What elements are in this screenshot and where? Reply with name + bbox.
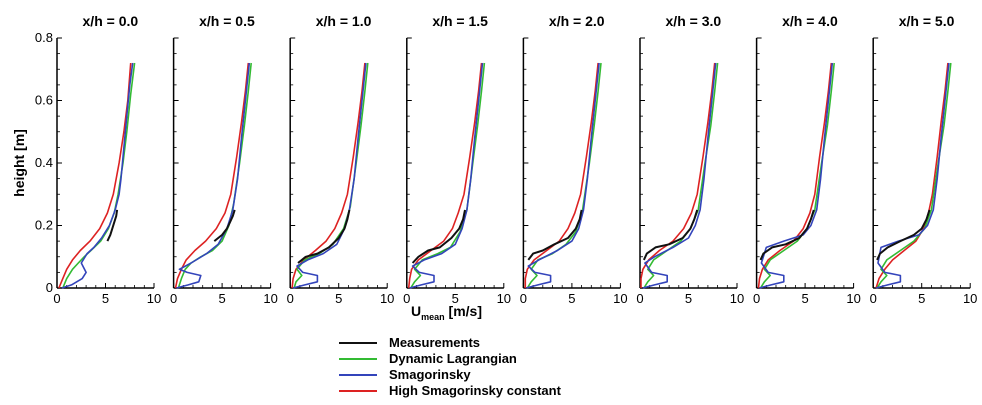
panel-1: x/h = 0.5 0 5 10 bbox=[170, 13, 278, 306]
series-line-measurements bbox=[411, 209, 466, 264]
panel-title: x/h = 4.0 bbox=[782, 13, 838, 29]
x-tick-label: 5 bbox=[102, 291, 109, 306]
series-line-high-smagorinsky-constant bbox=[407, 62, 483, 289]
x-axis-label-group: Umean [m/s] bbox=[411, 303, 482, 322]
x-tick-label: 5 bbox=[801, 291, 808, 306]
y-tick-label: 0.6 bbox=[35, 93, 53, 108]
series-line-measurements bbox=[106, 209, 119, 242]
y-axis-label: height [m] bbox=[11, 129, 27, 197]
series-line-dynamic-lagrangian bbox=[293, 62, 369, 289]
legend-item: Smagorinsky bbox=[339, 367, 471, 382]
series-line-smagorinsky bbox=[409, 62, 484, 289]
series-line-smagorinsky bbox=[61, 62, 134, 289]
series-line-measurements bbox=[213, 209, 236, 242]
series-line-measurements bbox=[527, 209, 583, 261]
series-line-dynamic-lagrangian bbox=[876, 62, 952, 289]
x-axis-label-unit: [m/s] bbox=[445, 303, 482, 319]
x-tick-label: 10 bbox=[963, 291, 977, 306]
y-tick-label: 0.4 bbox=[35, 155, 53, 170]
x-tick-label: 10 bbox=[497, 291, 511, 306]
series-line-dynamic-lagrangian bbox=[526, 62, 602, 289]
panel-title: x/h = 5.0 bbox=[899, 13, 955, 29]
series-line-high-smagorinsky-constant bbox=[524, 62, 599, 288]
x-tick-label: 5 bbox=[685, 291, 692, 306]
x-tick-label: 10 bbox=[846, 291, 860, 306]
series-line-smagorinsky bbox=[526, 62, 600, 289]
panel-7: x/h = 5.0 0 5 10 bbox=[870, 13, 978, 306]
x-tick-label: 5 bbox=[452, 291, 459, 306]
legend-label: High Smagorinsky constant bbox=[389, 383, 562, 398]
x-tick-label: 0 bbox=[287, 291, 294, 306]
y-tick-label: 0 bbox=[46, 280, 53, 295]
x-tick-label: 0 bbox=[870, 291, 877, 306]
series-line-smagorinsky bbox=[642, 62, 717, 289]
legend-item: Measurements bbox=[339, 335, 480, 350]
series-line-smagorinsky bbox=[875, 62, 950, 289]
panel-2: x/h = 1.0 0 5 10 bbox=[287, 13, 395, 306]
panel-title: x/h = 0.0 bbox=[83, 13, 139, 29]
x-axis-label-main: U bbox=[411, 303, 421, 319]
x-tick-label: 5 bbox=[918, 291, 925, 306]
x-tick-label: 10 bbox=[147, 291, 161, 306]
panel-title: x/h = 1.0 bbox=[316, 13, 372, 29]
series-line-measurements bbox=[759, 209, 815, 261]
series-line-high-smagorinsky-constant bbox=[291, 62, 366, 289]
series-line-dynamic-lagrangian bbox=[177, 62, 252, 289]
y-axis-label-group: height [m] bbox=[11, 129, 27, 197]
x-tick-label: 10 bbox=[730, 291, 744, 306]
x-tick-label: 0 bbox=[403, 291, 410, 306]
panel-6: x/h = 4.0 0 5 10 bbox=[753, 13, 861, 306]
legend-label: Smagorinsky bbox=[389, 367, 471, 382]
series-line-dynamic-lagrangian bbox=[62, 62, 136, 289]
x-tick-label: 0 bbox=[636, 291, 643, 306]
x-tick-label: 0 bbox=[53, 291, 60, 306]
series-line-dynamic-lagrangian bbox=[643, 62, 719, 289]
panel-title: x/h = 2.0 bbox=[549, 13, 605, 29]
series-line-smagorinsky bbox=[176, 62, 251, 289]
x-tick-label: 5 bbox=[568, 291, 575, 306]
series-line-measurements bbox=[876, 209, 931, 261]
x-axis-label-subscript: mean bbox=[421, 312, 445, 322]
series-line-dynamic-lagrangian bbox=[759, 62, 835, 289]
legend-label: Measurements bbox=[389, 335, 480, 350]
series-line-high-smagorinsky-constant bbox=[58, 62, 132, 289]
panel-title: x/h = 0.5 bbox=[199, 13, 255, 29]
panel-title: x/h = 1.5 bbox=[432, 13, 488, 29]
series-line-high-smagorinsky-constant bbox=[640, 62, 716, 288]
series-line-smagorinsky bbox=[292, 62, 367, 289]
y-tick-label: 0.8 bbox=[35, 30, 53, 45]
x-tick-label: 5 bbox=[218, 291, 225, 306]
panel-3: x/h = 1.5 0 5 10 bbox=[403, 13, 511, 306]
y-tick-label: 0.2 bbox=[35, 218, 53, 233]
x-tick-label: 10 bbox=[380, 291, 394, 306]
series-line-high-smagorinsky-constant bbox=[757, 62, 833, 289]
panel-4: x/h = 2.0 0 5 10 bbox=[520, 13, 628, 306]
legend-item: Dynamic Lagrangian bbox=[339, 351, 517, 366]
series-line-measurements bbox=[297, 209, 351, 264]
series-line-smagorinsky bbox=[759, 62, 834, 289]
x-tick-label: 10 bbox=[263, 291, 277, 306]
panel-0: x/h = 0.0 0 5 10 0 0.2 0.4 0.6 0.8 bbox=[35, 13, 161, 306]
x-tick-label: 0 bbox=[753, 291, 760, 306]
x-axis-label: Umean [m/s] bbox=[411, 303, 482, 322]
panel-title: x/h = 3.0 bbox=[666, 13, 722, 29]
x-tick-label: 0 bbox=[170, 291, 177, 306]
x-tick-label: 0 bbox=[520, 291, 527, 306]
legend-label: Dynamic Lagrangian bbox=[389, 351, 517, 366]
panel-5: x/h = 3.0 0 5 10 bbox=[636, 13, 744, 306]
x-tick-label: 5 bbox=[335, 291, 342, 306]
x-tick-label: 10 bbox=[613, 291, 627, 306]
series-line-measurements bbox=[642, 209, 699, 261]
legend-item: High Smagorinsky constant bbox=[339, 383, 562, 398]
